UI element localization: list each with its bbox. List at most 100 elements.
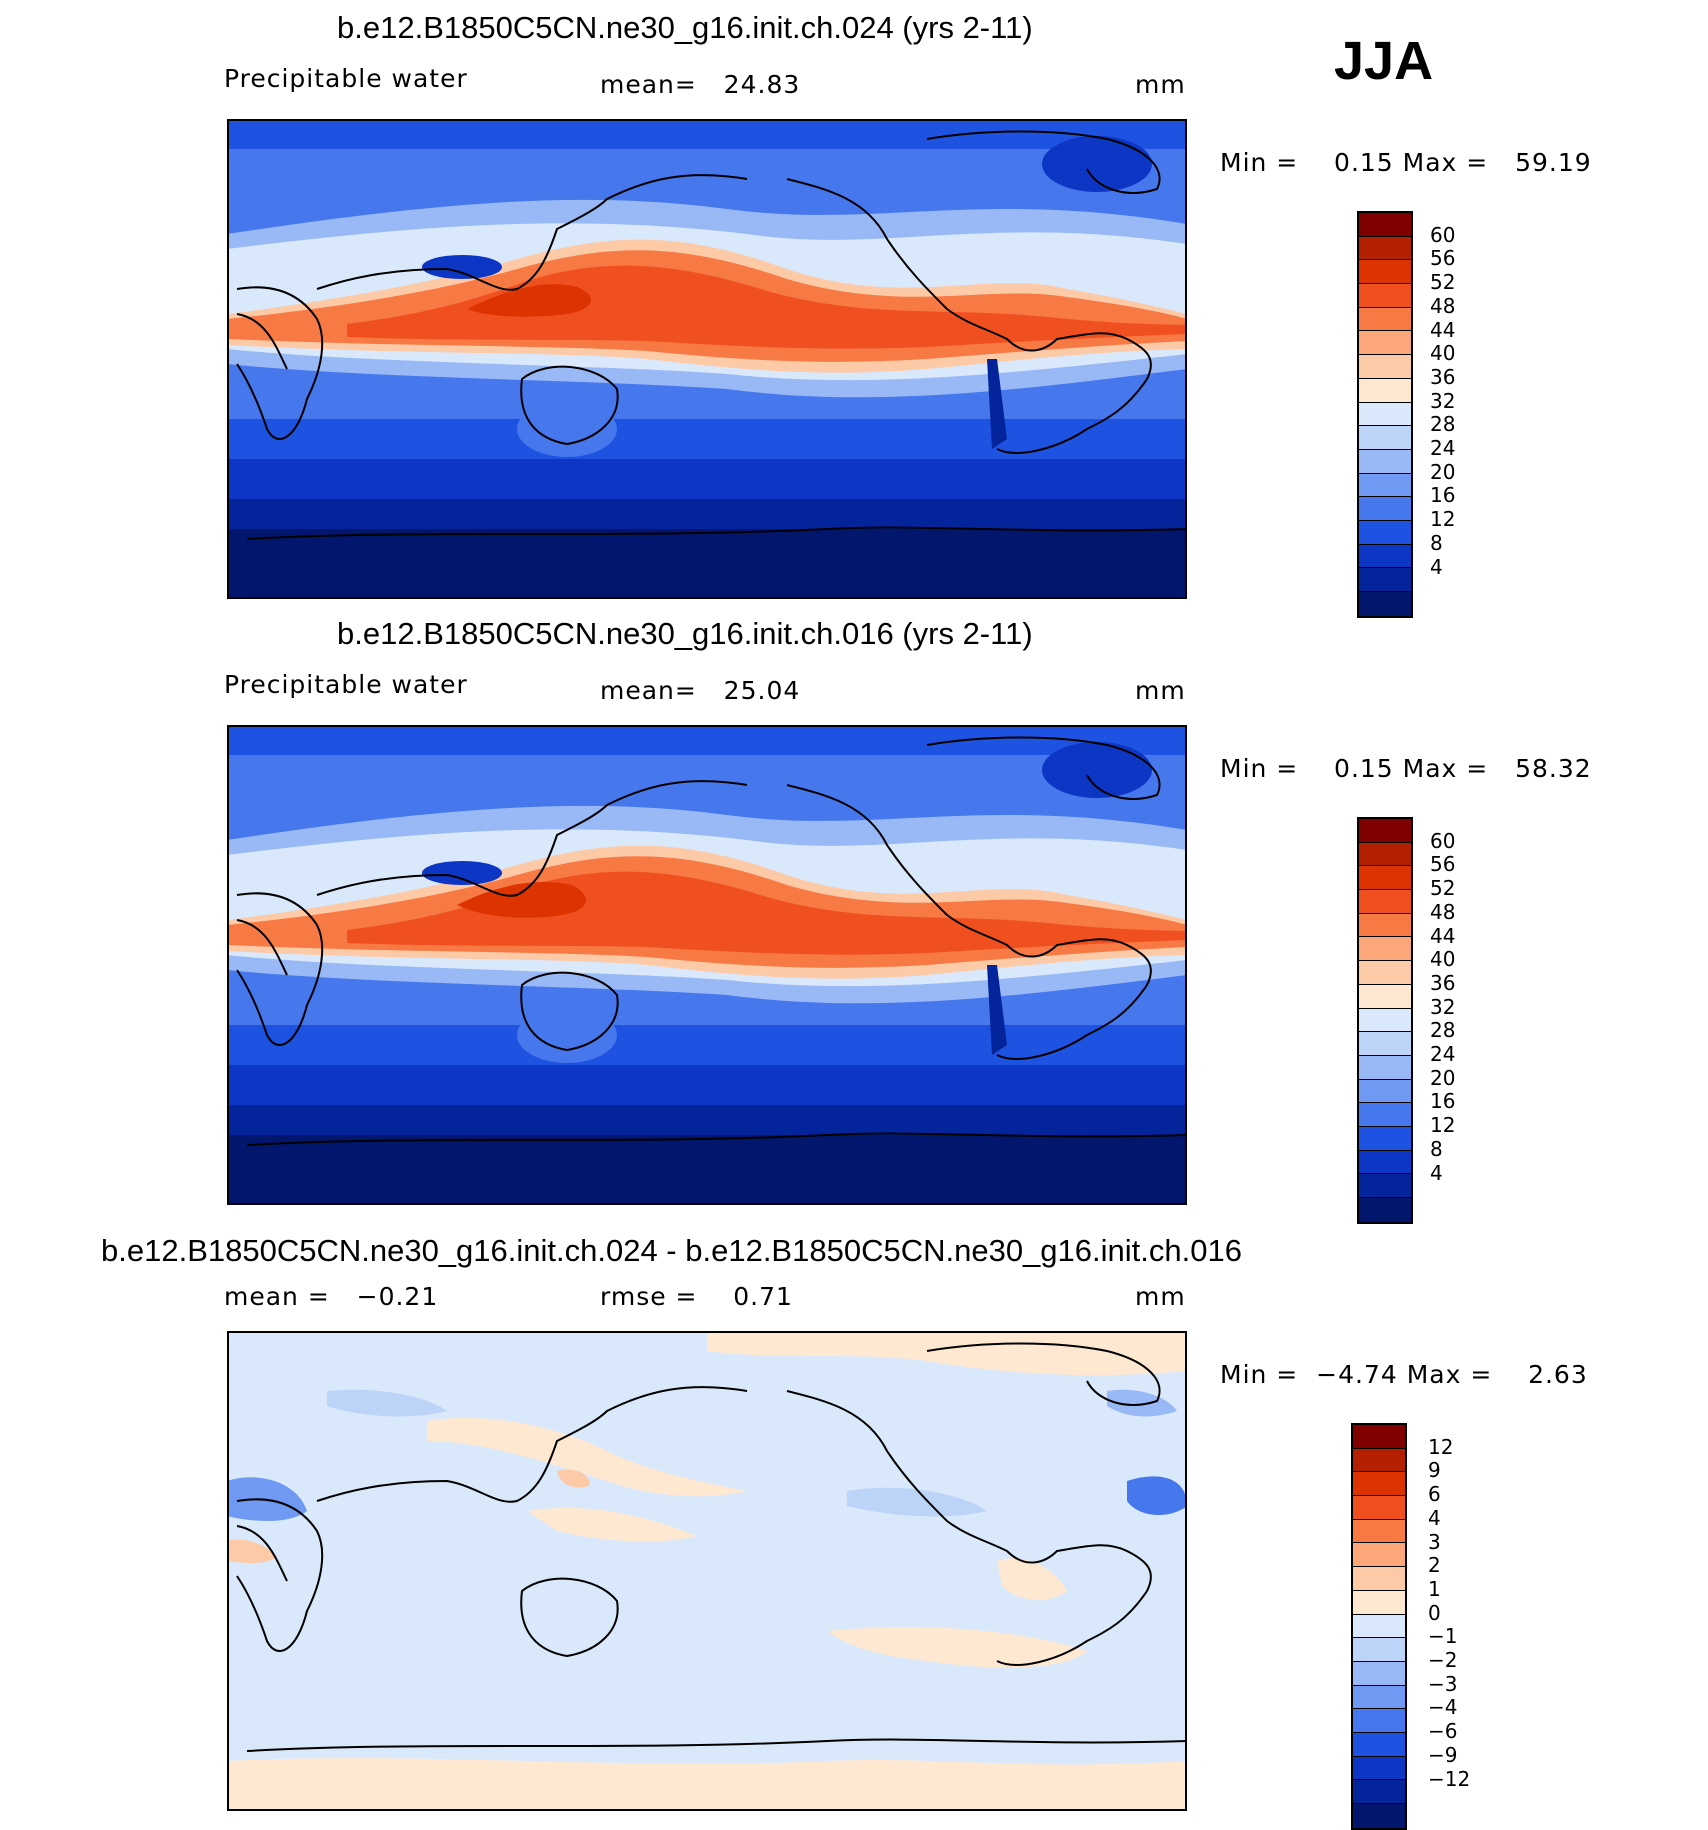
colorbar-label: −6 <box>1428 1719 1458 1744</box>
colorbar-swatch <box>1353 1685 1405 1710</box>
colorbar-label: 9 <box>1428 1458 1441 1483</box>
colorbar-swatch <box>1359 1150 1411 1175</box>
colorbar-swatch <box>1359 1198 1411 1222</box>
panel3-units: mm <box>1135 1282 1186 1311</box>
colorbar-label: 44 <box>1430 923 1456 948</box>
colorbar-label: 1 <box>1428 1576 1441 1601</box>
colorbar-label: 0 <box>1428 1600 1441 1625</box>
colorbar-swatch <box>1353 1804 1405 1828</box>
panel1-minmax: Min = 0.15 Max = 59.19 <box>1220 148 1592 177</box>
panel1-mean: mean= 24.83 <box>600 70 801 99</box>
colorbar-label: 20 <box>1430 1065 1456 1090</box>
colorbar-label: −4 <box>1428 1695 1458 1720</box>
colorbar-label: 12 <box>1428 1434 1454 1459</box>
panel2-mean: mean= 25.04 <box>600 676 801 705</box>
colorbar-swatch <box>1353 1732 1405 1757</box>
colorbar-label: 52 <box>1430 876 1456 901</box>
colorbar-swatch <box>1359 961 1411 985</box>
colorbar-swatch <box>1359 236 1411 261</box>
colorbar-swatch <box>1359 520 1411 545</box>
colorbar-swatch <box>1359 842 1411 867</box>
panel2-contour-field <box>227 725 1187 1205</box>
colorbar-swatch <box>1359 866 1411 891</box>
colorbar-swatch <box>1359 544 1411 569</box>
panel1-variable: Precipitable water <box>224 64 468 93</box>
colorbar-swatch <box>1359 819 1411 843</box>
panel3-contour-field <box>227 1331 1187 1811</box>
colorbar-label: 4 <box>1430 1160 1443 1185</box>
colorbar-swatch <box>1353 1472 1405 1497</box>
colorbar-swatch <box>1359 1174 1411 1198</box>
colorbar-swatch <box>1353 1614 1405 1639</box>
colorbar-label: 56 <box>1430 246 1456 271</box>
colorbar-swatch <box>1353 1519 1405 1544</box>
colorbar-label: 60 <box>1430 222 1456 247</box>
colorbar-label: 16 <box>1430 1089 1456 1114</box>
colorbar-swatch <box>1359 355 1411 379</box>
colorbar-label: −9 <box>1428 1742 1458 1767</box>
panel2-minmax: Min = 0.15 Max = 58.32 <box>1220 754 1592 783</box>
panel1-colorbar <box>1357 211 1413 618</box>
colorbar-swatch <box>1359 331 1411 356</box>
panel3-rmse: rmse = 0.71 <box>600 1282 793 1311</box>
colorbar-label: 60 <box>1430 828 1456 853</box>
colorbar-swatch <box>1353 1590 1405 1615</box>
colorbar-swatch <box>1359 568 1411 592</box>
colorbar-swatch <box>1353 1661 1405 1686</box>
colorbar-label: 8 <box>1430 1136 1443 1161</box>
colorbar-label: 6 <box>1428 1482 1441 1507</box>
colorbar-label: 32 <box>1430 994 1456 1019</box>
colorbar-label: −1 <box>1428 1624 1458 1649</box>
colorbar-swatch <box>1359 937 1411 962</box>
colorbar-swatch <box>1359 284 1411 308</box>
colorbar-swatch <box>1359 402 1411 427</box>
panel3-mean: mean = −0.21 <box>224 1282 439 1311</box>
colorbar-swatch <box>1359 426 1411 450</box>
colorbar-swatch <box>1359 497 1411 521</box>
colorbar-swatch <box>1359 307 1411 332</box>
colorbar-label: 4 <box>1428 1505 1441 1530</box>
colorbar-swatch <box>1359 213 1411 237</box>
colorbar-swatch <box>1353 1425 1405 1449</box>
colorbar-label: 4 <box>1430 554 1443 579</box>
panel2-variable: Precipitable water <box>224 670 468 699</box>
colorbar-swatch <box>1359 473 1411 498</box>
colorbar-label: 32 <box>1430 388 1456 413</box>
panel3-colorbar <box>1351 1423 1407 1830</box>
colorbar-label: 12 <box>1430 1113 1456 1138</box>
colorbar-label: 24 <box>1430 1042 1456 1066</box>
season-label: JJA <box>1334 31 1434 91</box>
colorbar-swatch <box>1359 1008 1411 1033</box>
panel1-map <box>227 119 1187 599</box>
colorbar-label: 28 <box>1430 1018 1456 1043</box>
panel1-contour-field <box>227 119 1187 599</box>
colorbar-label: 3 <box>1428 1529 1441 1554</box>
colorbar-swatch <box>1359 1103 1411 1127</box>
colorbar-swatch <box>1359 1032 1411 1056</box>
panel2-units: mm <box>1135 676 1186 705</box>
colorbar-label: 20 <box>1430 459 1456 484</box>
colorbar-swatch <box>1353 1448 1405 1473</box>
colorbar-swatch <box>1359 984 1411 1009</box>
colorbar-label: 48 <box>1430 293 1456 318</box>
colorbar-label: 8 <box>1430 530 1443 555</box>
colorbar-label: 56 <box>1430 852 1456 877</box>
colorbar-swatch <box>1359 1055 1411 1080</box>
panel1-title: b.e12.B1850C5CN.ne30_g16.init.ch.024 (yr… <box>337 10 1033 45</box>
colorbar-swatch <box>1353 1638 1405 1662</box>
colorbar-label: 28 <box>1430 412 1456 437</box>
colorbar-swatch <box>1359 449 1411 474</box>
colorbar-label: 16 <box>1430 483 1456 508</box>
panel3-title: b.e12.B1850C5CN.ne30_g16.init.ch.024 - b… <box>101 1233 1242 1268</box>
colorbar-label: −12 <box>1428 1766 1471 1791</box>
colorbar-swatch <box>1353 1543 1405 1568</box>
colorbar-swatch <box>1359 592 1411 616</box>
colorbar-swatch <box>1359 890 1411 914</box>
colorbar-label: 52 <box>1430 270 1456 295</box>
colorbar-label: 36 <box>1430 970 1456 995</box>
colorbar-swatch <box>1359 1079 1411 1104</box>
colorbar-label: 44 <box>1430 317 1456 342</box>
panel2-colorbar <box>1357 817 1413 1224</box>
colorbar-swatch <box>1353 1756 1405 1781</box>
panel2-map <box>227 725 1187 1205</box>
